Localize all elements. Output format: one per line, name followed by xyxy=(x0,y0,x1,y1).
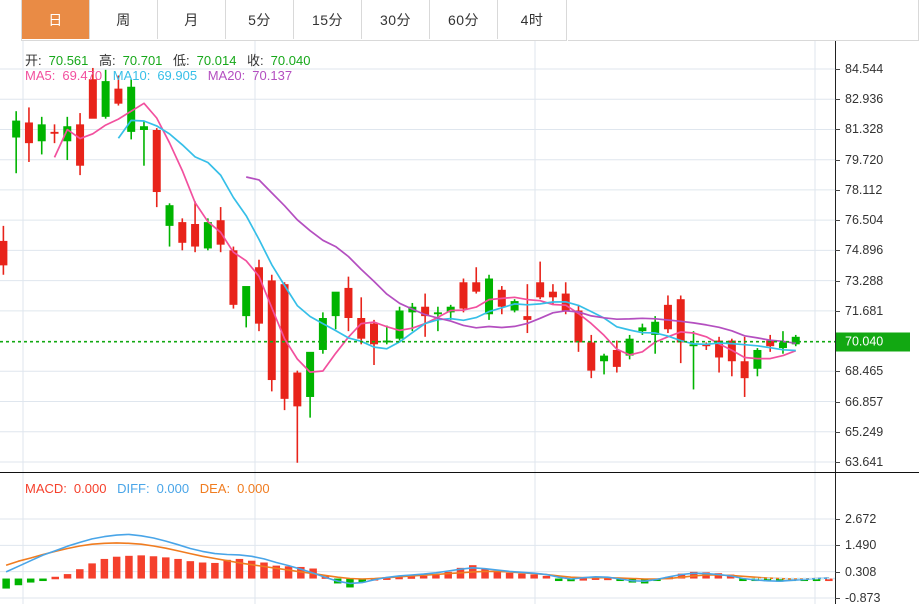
timeframe-tabbar: 日 周 月 5分 15分 30分 60分 4时 xyxy=(21,0,567,41)
price-axis-tick: 81.328 xyxy=(845,122,884,137)
tab-4[interactable]: 15分 xyxy=(294,0,362,39)
price-axis: 84.544 82.936 81.328 79.720 78.112 76.504 74.8… xyxy=(835,41,919,472)
tab-label: 15分 xyxy=(311,11,344,28)
macd-svg xyxy=(0,473,835,604)
axis-tick-mark xyxy=(835,519,840,520)
axis-tick-mark xyxy=(835,462,840,463)
tab-3[interactable]: 5分 xyxy=(226,0,294,39)
price-axis-tick: 68.465 xyxy=(845,364,884,379)
tabbar-empty-area xyxy=(568,0,919,41)
axis-tick-mark xyxy=(835,159,840,161)
macd-axis-tick: 0.308 xyxy=(845,564,877,579)
tab-label: 5分 xyxy=(248,11,271,28)
axis-tick-mark xyxy=(835,250,840,252)
pane-divider xyxy=(0,472,919,473)
macd-axis-tick: 1.490 xyxy=(845,538,877,553)
macd-pane: MACD: 0.000 DIFF: 0.000 DEA: 0.000 2.672 1.4… xyxy=(0,473,919,605)
axis-tick-mark xyxy=(835,598,840,599)
tab-label: 30分 xyxy=(379,11,412,28)
tab-label: 月 xyxy=(184,11,199,28)
price-axis-line xyxy=(835,41,836,472)
axis-tick-mark xyxy=(835,431,840,433)
axis-tick-mark xyxy=(835,401,840,403)
tab-label: 4时 xyxy=(520,11,544,28)
price-axis-tick: 66.857 xyxy=(845,394,884,409)
price-axis-tick: 78.112 xyxy=(845,182,883,197)
axis-tick-mark xyxy=(835,571,840,573)
axis-tick-mark xyxy=(835,280,840,282)
price-axis-tick: 65.249 xyxy=(845,424,884,439)
macd-axis: 2.672 1.490 0.308 -0.873 xyxy=(835,473,919,605)
tab-6[interactable]: 60分 xyxy=(430,0,498,39)
tab-label: 60分 xyxy=(447,11,480,28)
tab-0[interactable]: 日 xyxy=(22,0,90,39)
price-axis-tick: 79.720 xyxy=(845,152,884,167)
price-axis-tick: 84.544 xyxy=(845,62,884,76)
tab-label: 周 xyxy=(116,11,131,28)
price-axis-tick: 73.288 xyxy=(845,273,884,288)
axis-tick-mark xyxy=(835,69,840,70)
axis-tick-mark xyxy=(835,545,840,547)
price-axis-tick: 76.504 xyxy=(845,213,884,228)
axis-tick-mark xyxy=(835,371,840,373)
price-chart-pane: 开: 70.561 高: 70.701 低: 70.014 收: 70.040 MA5:… xyxy=(0,41,919,472)
price-candlestick-svg xyxy=(0,41,835,472)
tab-1[interactable]: 周 xyxy=(90,0,158,39)
macd-plot-area[interactable] xyxy=(0,473,835,604)
tab-7[interactable]: 4时 xyxy=(498,0,566,39)
axis-tick-mark xyxy=(835,99,840,101)
price-plot-area[interactable] xyxy=(0,41,835,472)
tab-5[interactable]: 30分 xyxy=(362,0,430,39)
tab-2[interactable]: 月 xyxy=(158,0,226,39)
macd-axis-line xyxy=(835,473,836,604)
price-axis-tick: 63.641 xyxy=(845,455,884,469)
macd-axis-tick: 2.672 xyxy=(845,512,877,526)
axis-tick-mark xyxy=(835,220,840,222)
price-axis-tick: 74.896 xyxy=(845,243,884,258)
tab-label: 日 xyxy=(48,11,63,28)
price-axis-tick: 71.681 xyxy=(845,303,884,318)
axis-tick-mark xyxy=(835,129,840,131)
macd-axis-tick: -0.873 xyxy=(845,591,881,605)
axis-tick-mark xyxy=(835,310,840,312)
axis-tick-mark xyxy=(835,189,840,191)
price-axis-tick: 82.936 xyxy=(845,92,884,107)
last-price-badge: 70.040 xyxy=(836,332,910,352)
